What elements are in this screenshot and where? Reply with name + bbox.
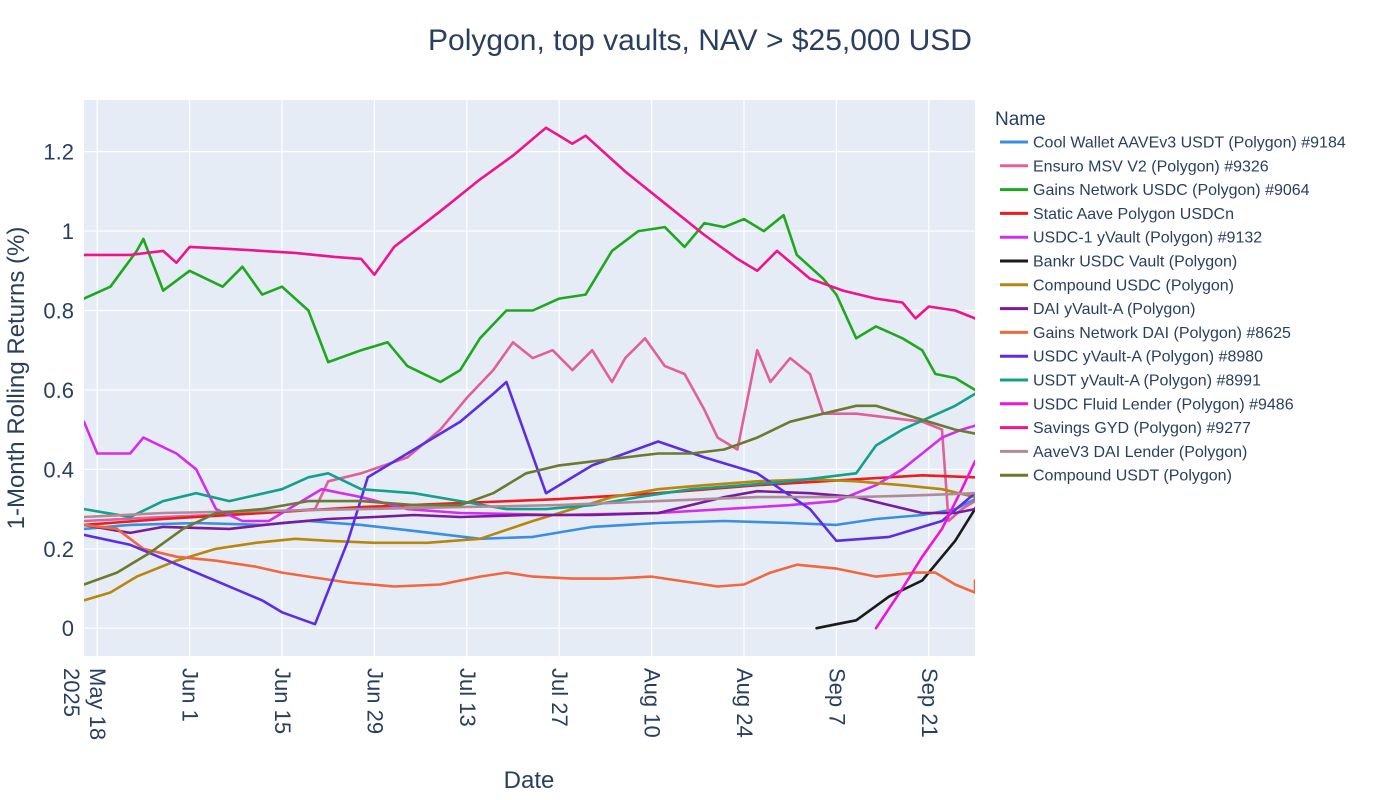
- legend-item-label: Bankr USDC Vault (Polygon): [1033, 254, 1237, 271]
- y-tick-label: 1: [62, 219, 74, 244]
- y-tick-label: 0.2: [43, 537, 74, 562]
- y-axis-ticks: 0 0.2 0.4 0.6 0.8 1 1.2: [43, 140, 74, 642]
- x-tick-label: May 18: [85, 668, 110, 740]
- x-tick-label: Jul 13: [455, 668, 480, 727]
- legend-item-label: USDC yVault-A (Polygon) #8980: [1033, 349, 1263, 366]
- y-tick-label: 0: [62, 616, 74, 641]
- x-tick-label: Sep 21: [917, 668, 942, 738]
- plot-area: [84, 100, 975, 656]
- legend-item-label: Gains Network USDC (Polygon) #9064: [1033, 182, 1310, 199]
- x-tick-label: Sep 7: [824, 668, 849, 726]
- x-tick-label: Jun 1: [178, 668, 203, 722]
- legend-item-label: Compound USDT (Polygon): [1033, 468, 1232, 485]
- legend-item-label: AaveV3 DAI Lender (Polygon): [1033, 444, 1247, 461]
- series-line: [84, 380, 975, 626]
- series-line: [84, 489, 975, 535]
- legend-item-label: USDC Fluid Lender (Polygon) #9486: [1033, 396, 1294, 413]
- series-line: [815, 506, 975, 630]
- y-tick-label: 1.2: [43, 140, 74, 165]
- x-tick-label: Jun 15: [270, 668, 295, 734]
- x-axis-label: Date: [504, 767, 555, 794]
- legend-item-label: Cool Wallet AAVEv3 USDT (Polygon) #9184: [1033, 135, 1346, 152]
- legend-item-label: Ensuro MSV V2 (Polygon) #9326: [1033, 158, 1269, 175]
- chart-title: Polygon, top vaults, NAV > $25,000 USD: [428, 24, 972, 57]
- y-tick-label: 0.4: [43, 457, 74, 482]
- series-layer: [84, 126, 975, 630]
- legend-title: Name: [995, 109, 1046, 130]
- series-line: [84, 126, 975, 320]
- y-tick-label: 0.8: [43, 298, 74, 323]
- series-line: [874, 459, 975, 630]
- legend-item-label: Compound USDC (Polygon): [1033, 277, 1234, 294]
- legend-item-label: Gains Network DAI (Polygon) #8625: [1033, 325, 1291, 342]
- x-tick-label: Jun 29: [362, 668, 387, 734]
- x-tick-year-label: 2025: [59, 668, 84, 717]
- legend-item-label: Savings GYD (Polygon) #9277: [1033, 420, 1251, 437]
- series-line: [84, 477, 975, 602]
- x-tick-label: Jul 27: [547, 668, 572, 727]
- series-line: [84, 404, 975, 586]
- series-line: [84, 213, 975, 392]
- series-line: [84, 392, 975, 519]
- y-tick-label: 0.6: [43, 378, 74, 403]
- legend-item-label: DAI yVault-A (Polygon): [1033, 301, 1195, 318]
- series-line: [84, 497, 975, 541]
- y-axis-label: 1-Month Rolling Returns (%): [3, 227, 30, 530]
- legend-item-label: Static Aave Polygon USDCn: [1033, 206, 1234, 223]
- legend: Name Cool Wallet AAVEv3 USDT (Polygon) #…: [995, 109, 1346, 485]
- x-tick-label: Aug 24: [732, 668, 757, 738]
- legend-item-label: USDC-1 yVault (Polygon) #9132: [1033, 230, 1262, 247]
- legend-item-label: USDT yVault-A (Polygon) #8991: [1033, 373, 1261, 390]
- x-tick-label: Aug 10: [640, 668, 665, 738]
- series-line: [84, 523, 975, 594]
